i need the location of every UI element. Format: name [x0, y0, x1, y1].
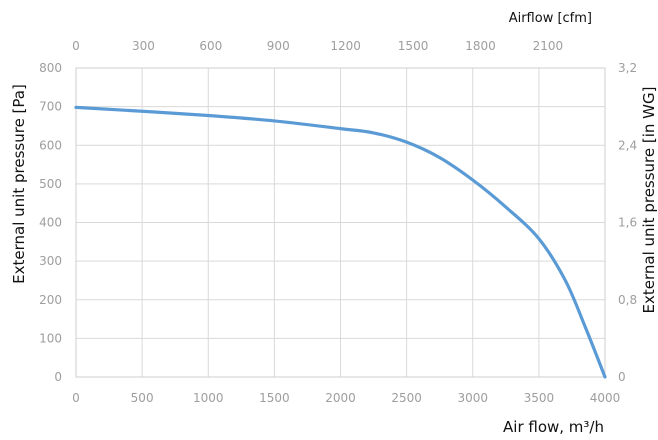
top-x-tick-label: 300	[132, 39, 155, 53]
right-y-tick-label: 0,8	[618, 293, 637, 307]
top-x-tick-label: 2100	[533, 39, 564, 53]
x-tick-label: 3000	[457, 391, 488, 405]
right-y-tick-label: 1,6	[618, 216, 637, 230]
right-y-tick-label: 0	[618, 370, 626, 384]
y-tick-label: 200	[39, 293, 62, 307]
top-x-tick-label: 1200	[330, 39, 361, 53]
y-tick-label: 400	[39, 216, 62, 230]
right-y-tick-label: 3,2	[618, 61, 637, 75]
x-tick-label: 2500	[391, 391, 422, 405]
y-tick-label: 600	[39, 138, 62, 152]
top-x-axis-ticks: 0 300 600 900 1200 1500 1800 2100	[72, 39, 563, 53]
x-tick-label: 1000	[193, 391, 224, 405]
x-tick-label: 500	[131, 391, 154, 405]
x-tick-label: 0	[72, 391, 80, 405]
top-x-tick-label: 1500	[398, 39, 429, 53]
y-tick-label: 0	[54, 370, 62, 384]
top-x-tick-label: 900	[267, 39, 290, 53]
y-tick-label: 700	[39, 100, 62, 114]
top-x-tick-label: 1800	[465, 39, 496, 53]
series-layer	[74, 105, 607, 379]
top-x-tick-label: 600	[199, 39, 222, 53]
plot-frame	[75, 67, 606, 378]
y-axis-title: External unit pressure [Pa]	[10, 84, 28, 284]
right-y-axis-title: External unit pressure [in WG]	[640, 87, 658, 314]
pressure-curve-line	[74, 105, 607, 379]
x-tick-label: 3500	[524, 391, 555, 405]
grid	[75, 67, 606, 378]
x-axis-ticks: 0 500 1000 1500 2000 2500 3000 3500 4000	[72, 391, 620, 405]
top-x-axis-title: Airflow [cfm]	[509, 11, 592, 26]
x-tick-label: 2000	[325, 391, 356, 405]
top-x-tick-label: 0	[72, 39, 80, 53]
y-tick-label: 100	[39, 331, 62, 345]
x-tick-label: 4000	[590, 391, 621, 405]
x-tick-label: 1500	[259, 391, 290, 405]
y-axis-ticks: 0 100 200 300 400 500 600 700 800	[39, 61, 62, 384]
y-tick-label: 300	[39, 254, 62, 268]
right-y-tick-label: 2,4	[618, 138, 637, 152]
right-y-axis-ticks: 0 0,8 1,6 2,4 3,2	[618, 61, 637, 384]
y-tick-label: 500	[39, 177, 62, 191]
y-tick-label: 800	[39, 61, 62, 75]
x-axis-title: Air flow, m³/h	[503, 418, 604, 436]
